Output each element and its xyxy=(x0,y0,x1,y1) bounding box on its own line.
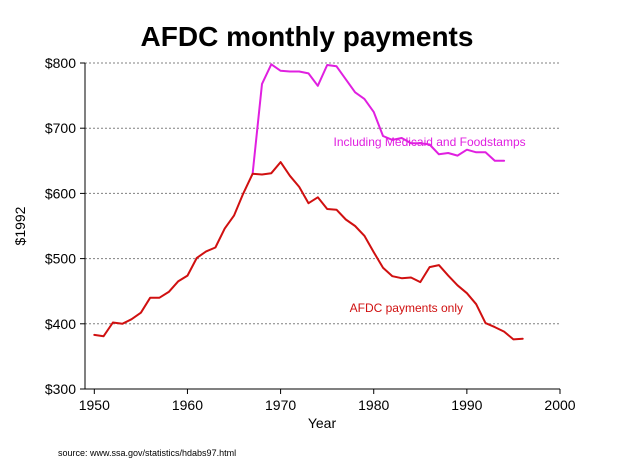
series-annotation-0: Including Medicaid and Foodstamps xyxy=(334,135,526,149)
y-tick-label: $700 xyxy=(45,120,76,136)
y-tick-label: $400 xyxy=(45,316,76,332)
series-line-0 xyxy=(251,63,506,175)
series xyxy=(93,63,524,341)
series-line-1 xyxy=(93,161,524,341)
y-tick-label: $500 xyxy=(45,251,76,267)
x-tick-label: 2000 xyxy=(544,397,575,413)
x-tick-label: 1980 xyxy=(358,397,389,413)
y-axis-label: $1992 xyxy=(12,206,28,245)
x-axis-label: Year xyxy=(308,415,337,431)
axes xyxy=(84,63,560,390)
chart-title: AFDC monthly payments xyxy=(141,21,474,52)
annotations: Including Medicaid and Foodstamps AFDC pa… xyxy=(334,135,526,315)
series-annotation-1: AFDC payments only xyxy=(350,301,463,315)
y-tick-label: $600 xyxy=(45,185,76,201)
y-ticks: $300 $400 $500 $600 $700 $800 xyxy=(45,55,85,397)
source-note: source: www.ssa.gov/statistics/hdabs97.h… xyxy=(58,448,236,458)
x-tick-label: 1960 xyxy=(172,397,203,413)
gridlines xyxy=(85,62,560,325)
x-tick-label: 1970 xyxy=(265,397,296,413)
x-tick-label: 1990 xyxy=(451,397,482,413)
y-tick-label: $300 xyxy=(45,381,76,397)
x-tick-label: 1950 xyxy=(79,397,110,413)
y-tick-label: $800 xyxy=(45,55,76,71)
x-ticks: 1950 1960 1970 1980 1990 2000 xyxy=(79,389,576,413)
